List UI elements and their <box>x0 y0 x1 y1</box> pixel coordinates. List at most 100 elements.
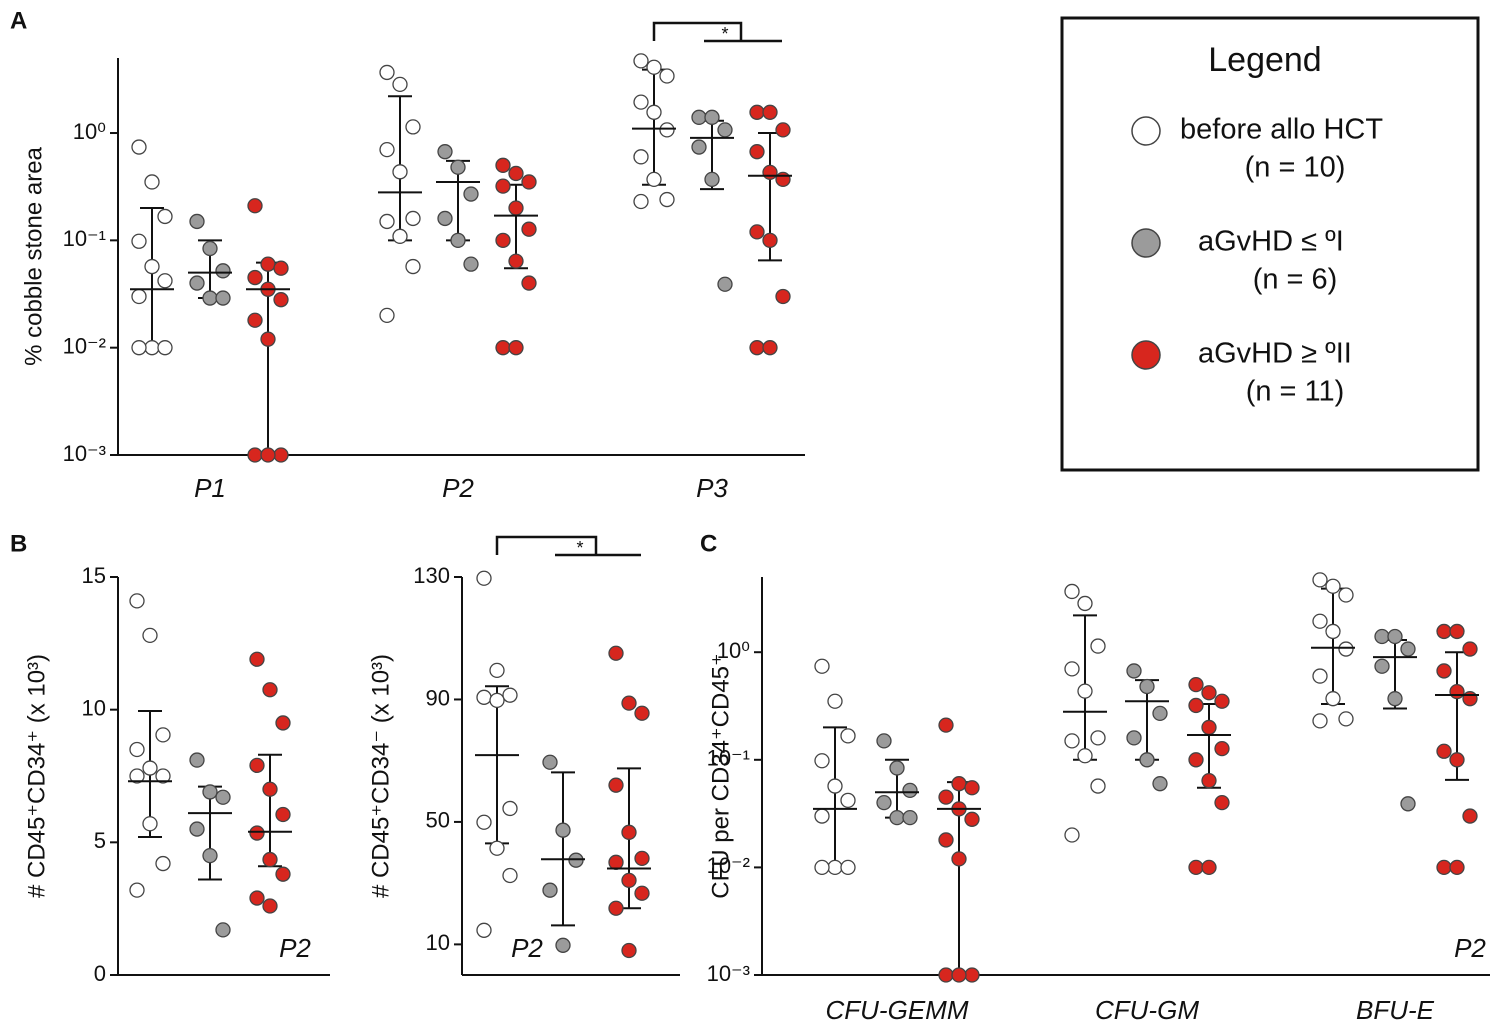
data-point <box>762 104 778 120</box>
data-point <box>1325 623 1341 640</box>
data-point <box>476 814 492 830</box>
legend-label: aGvHD ≥ ºII <box>1198 338 1352 370</box>
annotation: P2 <box>1454 933 1486 963</box>
data-point <box>1201 685 1217 701</box>
y-tick-label: 10⁻³ <box>707 961 750 986</box>
data-point <box>437 144 453 160</box>
data-point <box>247 269 263 286</box>
data-point <box>1449 859 1465 876</box>
data-point <box>646 104 662 120</box>
data-point <box>840 792 856 808</box>
data-point <box>633 149 649 165</box>
legend-title: Legend <box>1208 41 1321 79</box>
data-point <box>608 900 624 916</box>
data-point <box>405 258 421 275</box>
y-tick-label: 10 <box>426 930 450 955</box>
data-point <box>608 777 624 793</box>
data-point <box>463 256 479 272</box>
data-point <box>495 232 511 248</box>
legend-count: (n = 6) <box>1253 264 1338 296</box>
data-point <box>704 171 720 188</box>
x-tick-label: BFU-E <box>1356 995 1435 1025</box>
panel-letter: C <box>700 530 717 557</box>
data-point <box>1436 663 1452 679</box>
data-point <box>1325 578 1341 594</box>
data-point <box>1449 683 1465 700</box>
data-point <box>249 825 265 841</box>
data-point <box>951 851 967 867</box>
y-axis-label: % cobble stone area <box>20 146 47 365</box>
data-point <box>717 276 733 292</box>
legend-count: (n = 10) <box>1245 152 1346 184</box>
data-point <box>157 340 173 356</box>
data-point <box>392 228 408 244</box>
data-point <box>508 253 524 269</box>
data-point <box>775 122 791 138</box>
legend-marker <box>1131 116 1161 146</box>
significance-bracket <box>652 21 743 41</box>
data-point <box>262 682 278 698</box>
data-point <box>555 937 571 953</box>
data-point <box>129 882 145 898</box>
data-point <box>1374 658 1390 674</box>
data-point <box>273 447 289 463</box>
legend-count: (n = 11) <box>1246 376 1345 408</box>
data-point <box>489 692 505 709</box>
data-point <box>142 816 158 832</box>
data-point <box>131 288 147 305</box>
data-point <box>1400 796 1416 812</box>
data-point <box>215 263 231 279</box>
data-point <box>450 232 466 248</box>
data-point <box>249 890 265 906</box>
data-point <box>463 186 479 202</box>
data-point <box>129 768 145 784</box>
data-point <box>379 141 395 158</box>
data-point <box>827 859 843 876</box>
y-axis-label: # CD45⁺CD34⁺ (x 10³) <box>23 654 50 898</box>
data-point <box>144 340 160 356</box>
data-point <box>437 210 453 227</box>
data-point <box>1214 740 1230 757</box>
panel-letter: A <box>10 7 27 34</box>
legend-marker <box>1131 340 1161 370</box>
data-point <box>814 808 830 824</box>
data-point <box>476 689 492 705</box>
data-point <box>621 872 637 889</box>
data-point <box>1214 794 1230 811</box>
data-point <box>775 288 791 305</box>
data-point <box>659 191 675 208</box>
data-point <box>275 715 291 731</box>
data-point <box>508 340 524 356</box>
data-point <box>144 174 160 190</box>
data-point <box>1325 691 1341 707</box>
data-point <box>542 882 558 898</box>
data-point <box>502 687 518 703</box>
data-point <box>157 273 173 289</box>
data-point <box>1436 859 1452 876</box>
data-point <box>691 139 707 155</box>
data-point <box>1338 711 1354 727</box>
data-point <box>215 789 231 805</box>
data-point <box>1462 641 1478 657</box>
data-point <box>938 717 954 733</box>
data-point <box>1126 663 1142 679</box>
data-point <box>508 165 524 182</box>
data-point <box>202 847 218 864</box>
data-point <box>249 757 265 774</box>
data-point <box>542 754 558 770</box>
x-tick-label: P3 <box>696 473 728 503</box>
legend-label: before allo HCT <box>1180 114 1383 146</box>
data-point <box>938 832 954 848</box>
data-point <box>262 851 278 868</box>
data-point <box>704 109 720 125</box>
data-point <box>964 780 980 796</box>
data-point <box>634 705 650 721</box>
data-point <box>634 850 650 867</box>
data-point <box>951 776 967 792</box>
annotation: P2 <box>511 933 543 963</box>
data-point <box>827 693 843 709</box>
y-tick-label: 10 <box>82 695 106 720</box>
data-point <box>951 967 967 983</box>
significance-bracket <box>495 535 598 555</box>
